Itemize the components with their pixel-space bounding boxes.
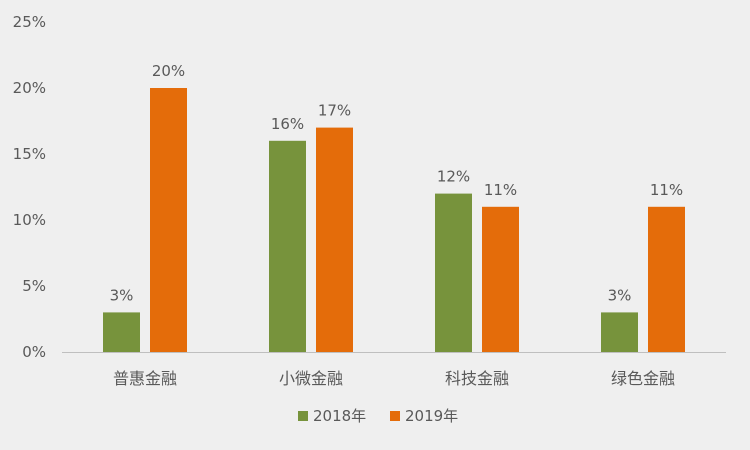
- legend-swatch: [390, 411, 400, 421]
- legend-label: 2019年: [405, 407, 458, 425]
- legend-label: 2018年: [313, 407, 366, 425]
- bars: [103, 88, 685, 352]
- bar-series1: [601, 312, 638, 352]
- y-axis: 0% 5% 10% 15% 20% 25%: [13, 13, 46, 361]
- bar-series2: [150, 88, 187, 352]
- y-tick-label: 25%: [13, 13, 46, 31]
- y-tick-label: 0%: [22, 343, 46, 361]
- bar-series2: [316, 127, 353, 352]
- bar-series1: [103, 312, 140, 352]
- data-label: 3%: [110, 286, 134, 304]
- data-label: 20%: [152, 62, 185, 80]
- data-labels: 3% 20% 16% 17% 12% 11% 3% 11%: [110, 62, 684, 304]
- bar-series1: [269, 140, 306, 352]
- x-category-label: 科技金融: [445, 369, 509, 388]
- x-category-label: 普惠金融: [113, 369, 177, 388]
- data-label: 17%: [318, 102, 351, 120]
- data-label: 16%: [271, 115, 304, 133]
- x-axis: 普惠金融 小微金融 科技金融 绿色金融: [113, 369, 675, 388]
- y-tick-label: 5%: [22, 277, 46, 295]
- legend: 2018年 2019年: [298, 407, 458, 425]
- bar-series2: [482, 206, 519, 352]
- data-label: 11%: [650, 181, 683, 199]
- x-category-label: 小微金融: [279, 369, 343, 388]
- data-label: 11%: [484, 181, 517, 199]
- legend-swatch: [298, 411, 308, 421]
- bar-series1: [435, 193, 472, 352]
- data-label: 12%: [437, 168, 470, 186]
- x-category-label: 绿色金融: [611, 369, 675, 388]
- y-tick-label: 20%: [13, 79, 46, 97]
- y-tick-label: 10%: [13, 211, 46, 229]
- bar-series2: [648, 206, 685, 352]
- data-label: 3%: [608, 286, 632, 304]
- y-tick-label: 15%: [13, 145, 46, 163]
